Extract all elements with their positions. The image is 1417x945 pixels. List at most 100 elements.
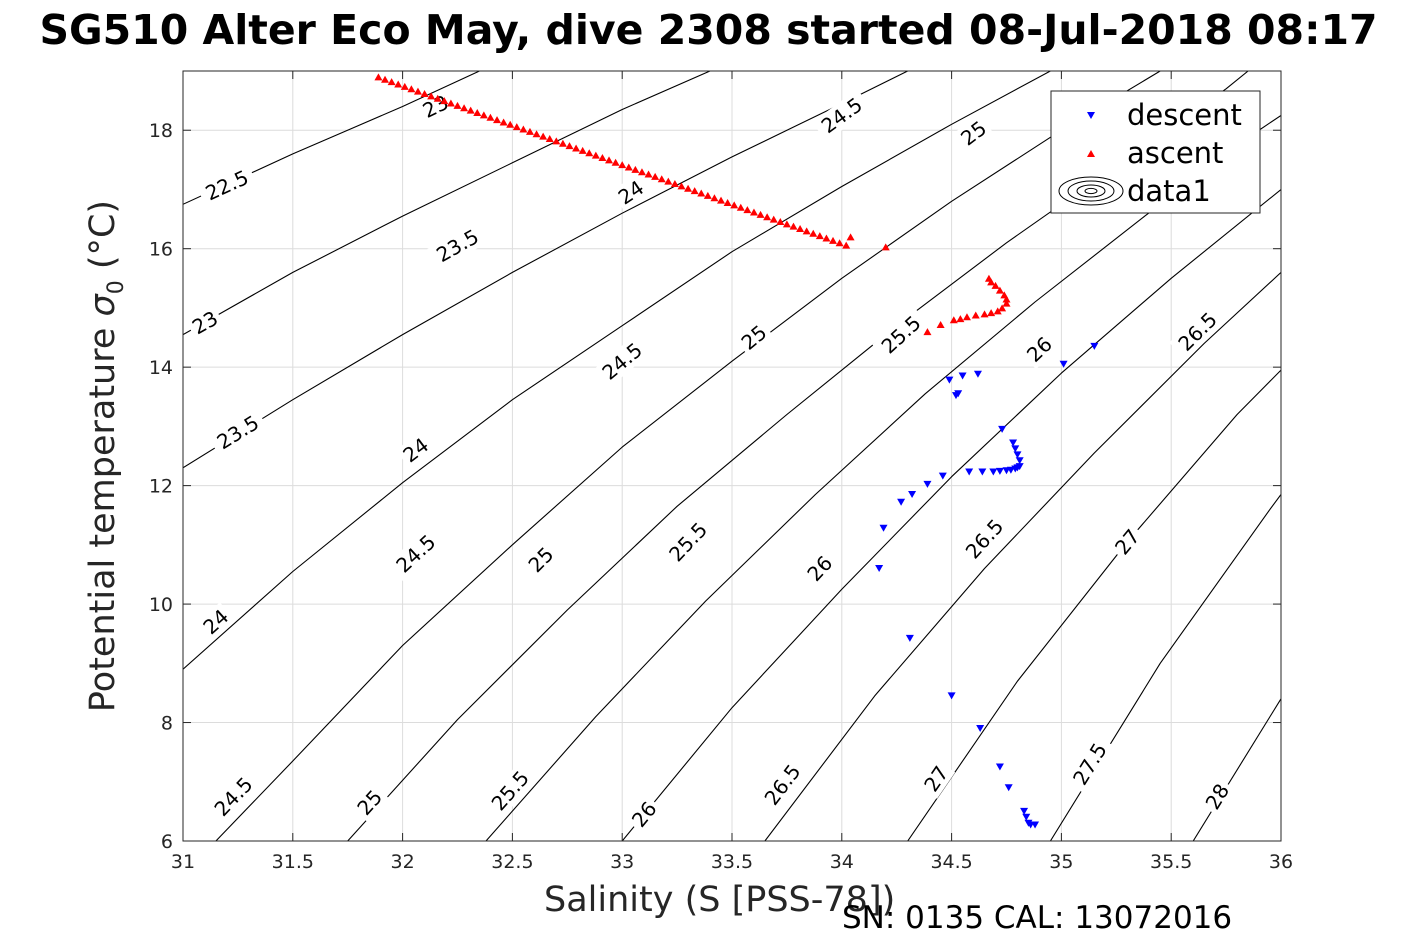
ascent-point [1002, 295, 1011, 303]
y-tick-label: 6 [161, 831, 173, 853]
legend-descent-label: descent [1127, 98, 1242, 132]
contour-label-bg [917, 758, 956, 799]
ascent-point [473, 108, 482, 116]
ascent-point [723, 198, 732, 206]
ascent-point [486, 113, 495, 121]
ascent-point [971, 311, 980, 319]
contour-label-bg [956, 510, 1013, 568]
ascent-point [479, 111, 488, 119]
ascent-point [998, 304, 1007, 312]
x-tick-label: 32.5 [491, 851, 533, 873]
contour-label-bg [415, 88, 456, 125]
descent-point [978, 468, 987, 476]
ascent-point [381, 75, 390, 83]
ascent-point [670, 180, 679, 188]
ascent-point [730, 201, 739, 209]
isopycnal-line [183, 71, 711, 336]
descent-point [1013, 451, 1022, 459]
y-tick-label: 16 [149, 239, 173, 261]
contour-label: 28 [1198, 776, 1236, 817]
axis-ticks: 31 31.5 32 32.5 33 33.5 34 34.5 35 35.5 36 6 8 10 12 14… [149, 71, 1293, 873]
contour-label-bg [196, 162, 258, 208]
legend: descent ascent data1 [1050, 90, 1261, 214]
x-tick-label: 35 [1049, 851, 1073, 873]
ascent-point [782, 220, 791, 228]
descent-point [947, 692, 956, 700]
ascent-point [605, 156, 614, 164]
ascent-point [644, 170, 653, 178]
descent-point [973, 370, 982, 378]
descent-point [1020, 807, 1029, 815]
contour-label-bg [1107, 521, 1147, 562]
ascent-point [532, 130, 541, 138]
contour-label-bg [350, 782, 390, 823]
contour-label-bg [1019, 329, 1060, 370]
contour-label-bg [593, 334, 652, 389]
ascent-point [664, 177, 673, 185]
ascent-point [440, 97, 449, 105]
ascent-point [684, 184, 693, 192]
ascent-point [446, 99, 455, 107]
ascent-point [802, 227, 811, 235]
y-tick-label: 12 [149, 476, 173, 498]
x-tick-label: 34.5 [930, 851, 972, 873]
ascent-point [697, 189, 706, 197]
ascent-point [984, 274, 993, 282]
ascent-point [493, 116, 502, 124]
ascent-point [565, 142, 574, 150]
x-tick-label: 36 [1269, 851, 1293, 873]
contour-label-bg [872, 306, 930, 363]
descent-point [965, 468, 974, 476]
x-tick-label: 32 [391, 851, 415, 873]
ascent-point [991, 281, 1000, 289]
descent-point [995, 763, 1004, 771]
ascent-point [881, 243, 890, 251]
ascent-point [717, 196, 726, 204]
ascent-point [962, 313, 971, 321]
contour-label-bg [521, 539, 561, 580]
contour-label-bg [953, 113, 994, 153]
ascent-point [796, 225, 805, 233]
descent-point [1011, 445, 1020, 453]
ascent-point [756, 210, 765, 218]
ascent-point [743, 206, 752, 214]
descent-point [875, 565, 884, 573]
ascent-point [936, 321, 945, 329]
descent-point [938, 472, 947, 480]
y-tick-label: 18 [149, 120, 173, 142]
contour-label-bg [611, 173, 651, 212]
ascent-point [453, 101, 462, 109]
contour-label-bg [207, 407, 269, 458]
y-tick-label: 10 [149, 594, 173, 616]
ascent-point [591, 151, 600, 159]
ascent-point [427, 92, 436, 100]
contour-label: 25.5 [660, 513, 717, 571]
x-tick-label: 31.5 [272, 851, 314, 873]
legend-ascent-label: ascent [1127, 136, 1223, 170]
descent-point [995, 467, 1004, 475]
contour-label-bg [185, 304, 225, 342]
chart-title: SG510 Alter Eco May, dive 2308 started 0… [39, 6, 1378, 54]
legend-ascent-marker [1087, 150, 1095, 157]
ascent-point [703, 191, 712, 199]
ascent-point [558, 139, 567, 147]
descent-point [897, 498, 906, 506]
ascent-point [624, 163, 633, 171]
ascent-point [949, 316, 958, 324]
descent-point [958, 372, 967, 380]
ascent-point [512, 123, 521, 131]
ascent-point [572, 144, 581, 152]
ascent-point [769, 215, 778, 223]
x-tick-label: 33 [610, 851, 634, 873]
ascent-point [815, 232, 824, 240]
contour-label-bg [387, 525, 445, 582]
serial-calibration-note: SN: 0135 CAL: 13072016 [842, 900, 1233, 936]
ascent-point [736, 203, 745, 211]
data-points [374, 73, 1099, 829]
descent-point [954, 390, 963, 398]
contour-label-bg [624, 794, 664, 835]
ascent-point [387, 78, 396, 86]
contour-label-bg [1169, 303, 1226, 360]
descent-point [1002, 467, 1011, 475]
ascent-point [539, 132, 548, 140]
